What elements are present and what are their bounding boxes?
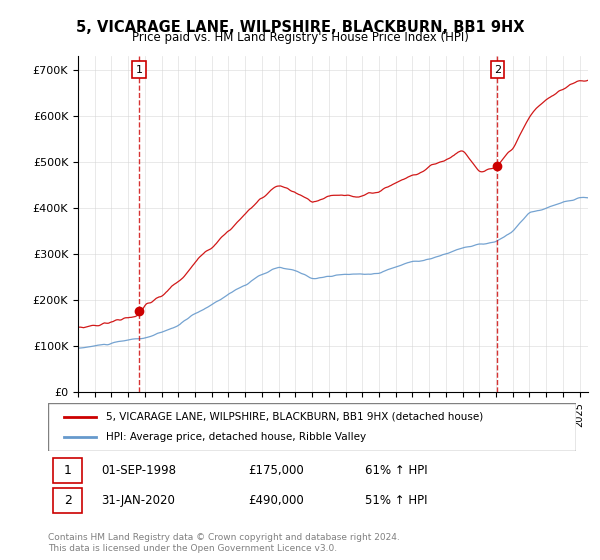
Text: 5, VICARAGE LANE, WILPSHIRE, BLACKBURN, BB1 9HX (detached house): 5, VICARAGE LANE, WILPSHIRE, BLACKBURN, … [106, 412, 484, 422]
Text: 2: 2 [494, 65, 501, 75]
Text: 31-JAN-2020: 31-JAN-2020 [101, 494, 175, 507]
Text: 01-SEP-1998: 01-SEP-1998 [101, 464, 176, 477]
Text: £490,000: £490,000 [248, 494, 304, 507]
Text: £175,000: £175,000 [248, 464, 304, 477]
Text: Contains HM Land Registry data © Crown copyright and database right 2024.
This d: Contains HM Land Registry data © Crown c… [48, 533, 400, 553]
FancyBboxPatch shape [53, 488, 82, 513]
Text: 51% ↑ HPI: 51% ↑ HPI [365, 494, 427, 507]
Text: 5, VICARAGE LANE, WILPSHIRE, BLACKBURN, BB1 9HX: 5, VICARAGE LANE, WILPSHIRE, BLACKBURN, … [76, 20, 524, 35]
Text: HPI: Average price, detached house, Ribble Valley: HPI: Average price, detached house, Ribb… [106, 432, 366, 442]
FancyBboxPatch shape [48, 403, 576, 451]
Text: 2: 2 [64, 494, 72, 507]
Text: 61% ↑ HPI: 61% ↑ HPI [365, 464, 427, 477]
Text: 1: 1 [64, 464, 72, 477]
Text: 1: 1 [136, 65, 143, 75]
FancyBboxPatch shape [53, 458, 82, 483]
Text: Price paid vs. HM Land Registry's House Price Index (HPI): Price paid vs. HM Land Registry's House … [131, 31, 469, 44]
